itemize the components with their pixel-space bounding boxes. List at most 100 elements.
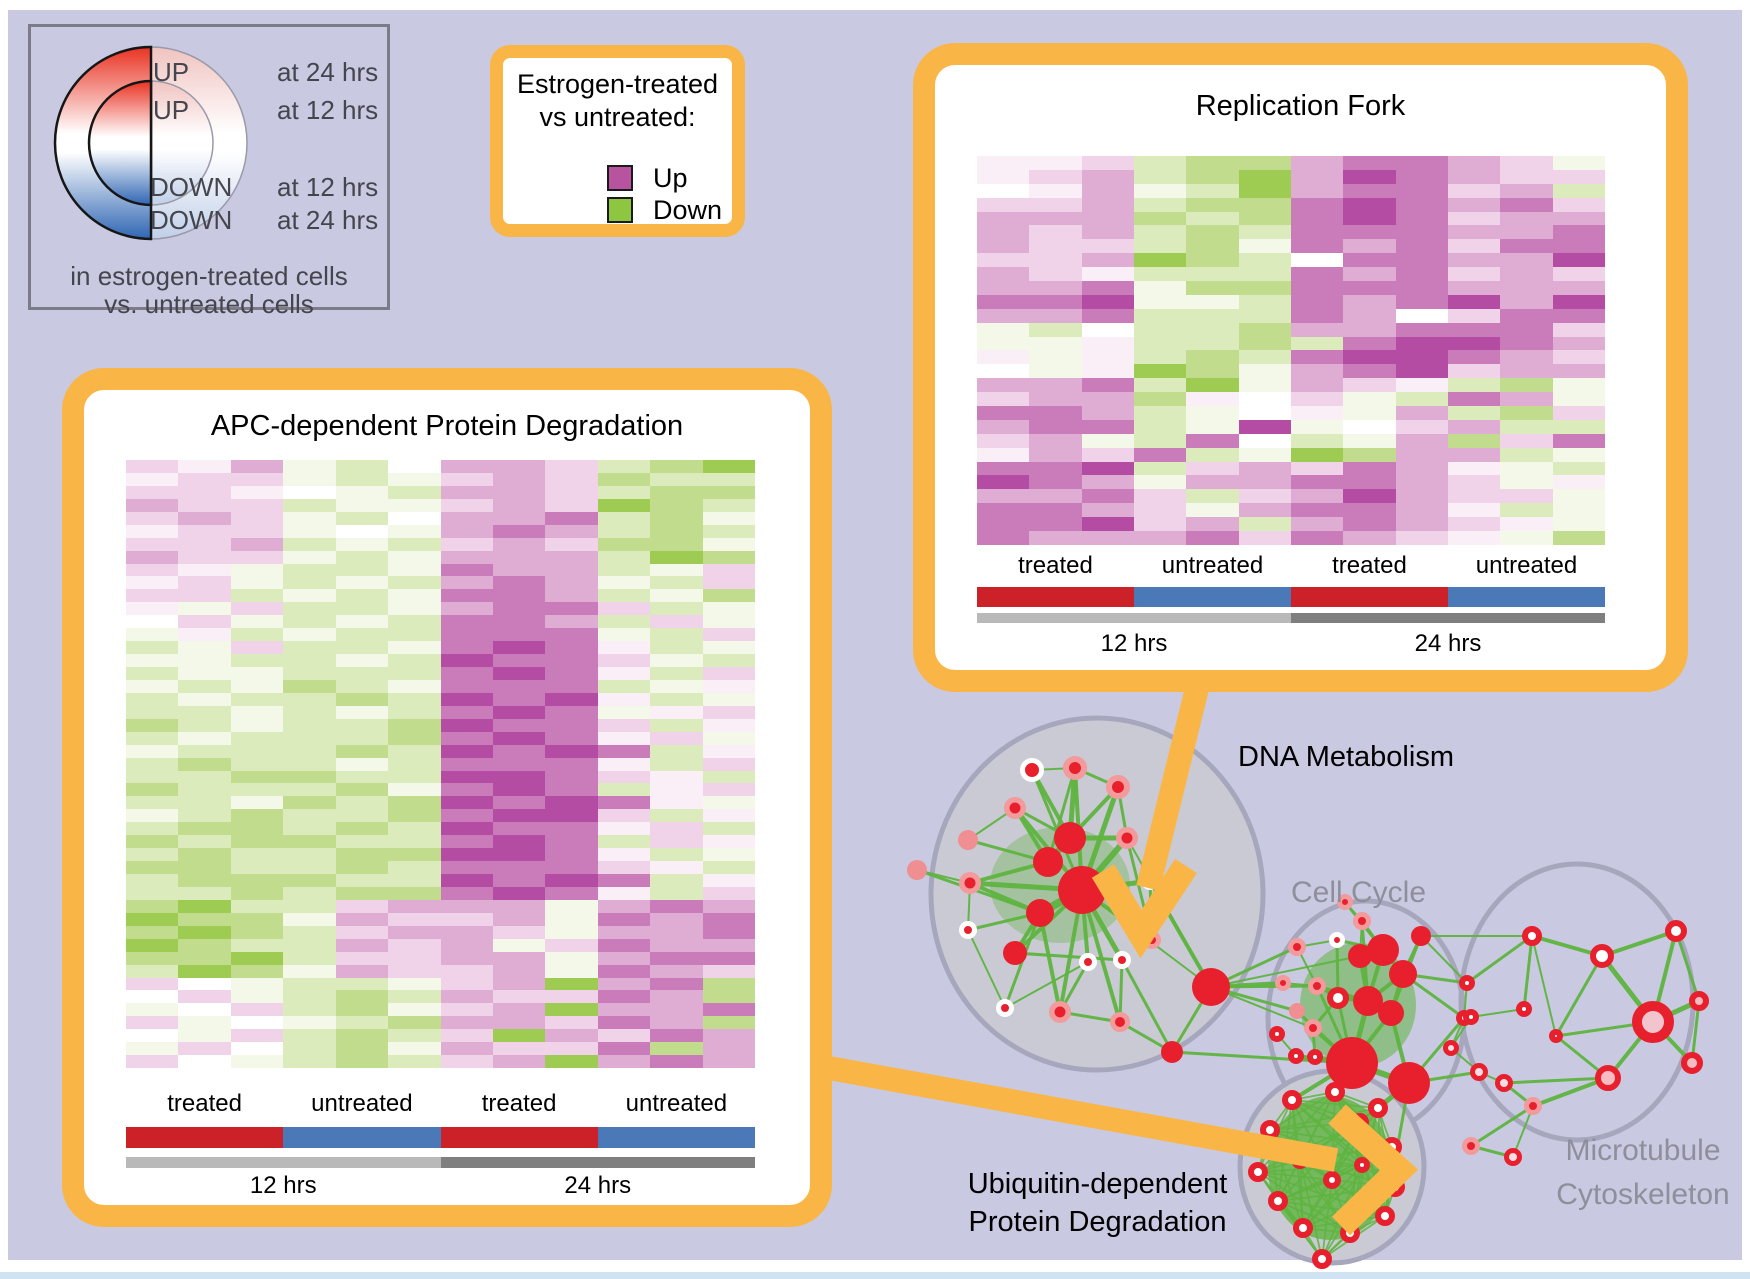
heatmap-cell xyxy=(1081,406,1134,420)
heatmap-cell xyxy=(1133,239,1187,254)
heatmap-cell xyxy=(283,602,336,616)
heatmap-cell xyxy=(492,757,546,771)
heatmap-cell xyxy=(178,874,231,887)
heatmap-cell xyxy=(1133,419,1187,434)
heatmap-cell xyxy=(597,628,651,642)
heatmap-cell xyxy=(1343,447,1396,462)
heatmap-cell xyxy=(650,628,703,642)
heatmap-cell xyxy=(545,822,598,836)
heatmap-row xyxy=(126,744,756,758)
heatmap-cell xyxy=(702,563,756,577)
network-edge xyxy=(1420,935,1468,984)
heatmap-cell xyxy=(126,757,179,771)
heatmap-cell xyxy=(126,1055,179,1069)
heatmap-cell xyxy=(1290,308,1344,323)
heatmap-row xyxy=(126,705,756,719)
heatmap-cell xyxy=(178,1042,231,1056)
heatmap-cell xyxy=(388,731,441,745)
heatmap-cell xyxy=(1133,156,1187,170)
treatment-color-bars xyxy=(977,587,1605,607)
heatmap-cell xyxy=(492,809,546,823)
heatmap-cell xyxy=(335,783,389,797)
heatmap-cell xyxy=(1343,322,1396,337)
heatmap-cell xyxy=(388,1029,441,1043)
heatmap-cell xyxy=(126,615,179,629)
heatmap-cell xyxy=(702,874,756,887)
heatmap-cell xyxy=(1029,503,1082,518)
heatmap-cell xyxy=(335,628,389,642)
untreated-bar xyxy=(1134,587,1291,607)
heatmap-cell xyxy=(702,770,756,784)
link-arrow-shaft xyxy=(815,1054,1339,1172)
heatmap-row xyxy=(126,498,756,512)
heatmap-cell xyxy=(977,156,1030,170)
network-node xyxy=(1192,968,1230,1006)
network-node xyxy=(1462,1137,1480,1155)
heatmap-cell xyxy=(650,809,703,823)
heatmap-cell xyxy=(1081,336,1134,351)
heatmap-cell xyxy=(1500,169,1553,184)
heatmap-cell xyxy=(1081,169,1134,184)
heatmap-cell xyxy=(1081,308,1134,323)
heatmap-cell xyxy=(335,485,389,499)
heatmap-cell xyxy=(126,796,179,810)
heatmap-cell xyxy=(1552,336,1605,351)
heatmap-cell xyxy=(545,628,598,642)
heatmap-cell xyxy=(283,925,336,939)
heatmap-cell xyxy=(597,615,651,629)
heatmap-cell xyxy=(126,511,179,525)
heatmap-cell xyxy=(440,524,493,538)
ring-down-24-time: at 24 hrs xyxy=(277,205,379,235)
heatmap-cell xyxy=(597,1003,651,1017)
heatmap-cell xyxy=(545,731,598,745)
heatmap-cell xyxy=(178,835,231,849)
heatmap-cell xyxy=(1238,322,1291,337)
heatmap-cell xyxy=(335,1055,389,1069)
heatmap-cell xyxy=(388,938,441,952)
heatmap-cell xyxy=(977,378,1030,393)
ring-up-24-dir: UP xyxy=(153,57,190,87)
heatmap-cell xyxy=(1447,461,1501,476)
heatmap-cell xyxy=(1447,378,1501,393)
heatmap-cell xyxy=(1290,433,1344,448)
heatmap-cell xyxy=(1081,489,1134,504)
heatmap-cell xyxy=(597,796,651,810)
heatmap-cell xyxy=(283,472,336,486)
heatmap-cell xyxy=(440,460,493,473)
heatmap-cell xyxy=(388,744,441,758)
heatmap-row xyxy=(126,667,756,680)
heatmap-row xyxy=(126,1016,756,1030)
network-node xyxy=(1516,1001,1532,1017)
heatmap-row xyxy=(977,461,1605,476)
heatmap-row xyxy=(977,183,1605,198)
heatmap-cell xyxy=(977,433,1030,448)
heatmap-cell xyxy=(1186,156,1239,170)
heatmap-cell xyxy=(440,537,493,551)
heatmap-cell xyxy=(545,602,598,616)
heatmap-cell xyxy=(702,537,756,551)
heatmap-cell xyxy=(702,809,756,823)
heatmap-cell xyxy=(388,563,441,577)
heatmap-cell xyxy=(335,563,389,577)
heatmap-cell xyxy=(1500,364,1553,379)
heatmap-cell xyxy=(545,511,598,525)
heatmap-cell xyxy=(650,796,703,810)
heatmap-cell xyxy=(440,472,493,486)
heatmap-cell xyxy=(492,679,546,693)
heatmap-cell xyxy=(126,951,179,965)
untreated-bar xyxy=(283,1127,441,1148)
heatmap-cell xyxy=(230,899,284,913)
heatmap-cell xyxy=(283,654,336,667)
network-node xyxy=(1063,756,1087,780)
heatmap-cell xyxy=(230,861,284,874)
heatmap-cell xyxy=(283,718,336,732)
time-label: 24 hrs xyxy=(564,1172,632,1199)
heatmap-cell xyxy=(1552,197,1605,212)
network-node xyxy=(1595,1065,1621,1091)
heatmap-cell xyxy=(178,1055,231,1069)
heatmap-cell xyxy=(650,602,703,616)
heatmap-cell xyxy=(178,822,231,836)
network-edge xyxy=(1299,1159,1323,1260)
network-node xyxy=(1459,975,1475,991)
heatmap-cell xyxy=(1133,475,1187,490)
